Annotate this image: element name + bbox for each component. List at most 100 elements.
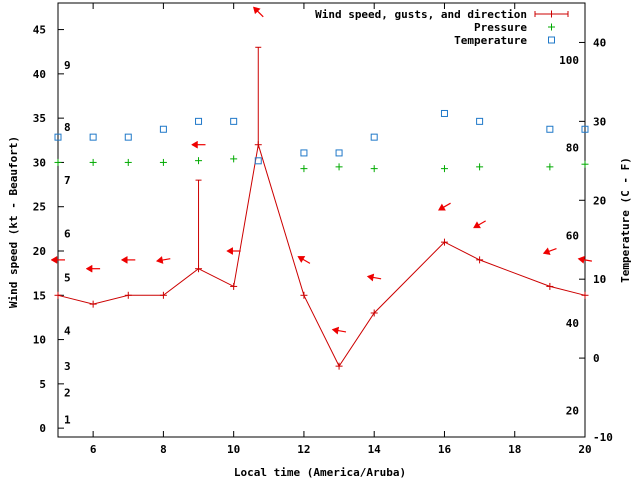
temperature-point: [476, 117, 484, 125]
beaufort-label: 2: [64, 387, 71, 400]
pressure-point: [440, 165, 448, 173]
y-tick-label: 25: [33, 201, 46, 214]
gust-bar: [255, 46, 262, 145]
wind-direction-arrow: [542, 247, 557, 255]
x-tick-label: 6: [90, 443, 97, 456]
y-tick-label: 15: [33, 289, 46, 302]
wind-speed-point: [581, 291, 589, 299]
beaufort-label: 4: [64, 325, 71, 338]
wind-speed-point: [54, 291, 62, 299]
legend-swatch-temperature: [548, 36, 555, 44]
wind-direction-arrow: [252, 6, 264, 18]
y2-tick-label: 20: [593, 194, 606, 207]
y2-tick-label: 40: [593, 36, 606, 49]
wind-speed-point: [546, 282, 554, 290]
wind-speed-point: [230, 282, 238, 290]
legend-swatch-pressure: [548, 23, 555, 31]
y2-tick-label: 10: [593, 273, 606, 286]
y-axis-title: Wind speed (kt - Beaufort): [7, 136, 20, 308]
wind-direction-arrow: [473, 220, 486, 229]
temperature-point: [581, 125, 589, 133]
temperature-point: [335, 149, 343, 157]
beaufort-label: 8: [64, 121, 71, 134]
beaufort-label: 6: [64, 227, 71, 240]
temperature-point: [195, 117, 203, 125]
wind-direction-arrow: [577, 255, 592, 264]
gust-bar: [195, 179, 202, 269]
fahrenheit-tick-label: 40: [566, 317, 579, 330]
temperature-point: [89, 133, 97, 141]
x-tick-label: 16: [438, 443, 452, 456]
pressure-point: [370, 165, 378, 173]
fahrenheit-tick-label: 80: [566, 142, 579, 155]
y2-axis-title: Temperature (C - F): [619, 157, 632, 283]
beaufort-label: 5: [64, 272, 71, 285]
y-tick-label: 30: [33, 156, 46, 169]
y-tick-label: 35: [33, 112, 46, 125]
wind-direction-arrow: [50, 255, 65, 264]
y-tick-label: 40: [33, 68, 46, 81]
pressure-point: [230, 155, 238, 163]
y-tick-label: 45: [33, 24, 46, 37]
axis-ticks: 6 8 10 12 14 16 18 20051015202530354045-1001020…: [33, 3, 613, 456]
pressure-point: [89, 158, 97, 166]
temperature-point: [159, 125, 167, 133]
wind-direction-arrow: [156, 256, 171, 264]
legend-label-pressure: Pressure: [474, 21, 527, 34]
y2-tick-label: 30: [593, 115, 606, 128]
wind-direction-arrow: [297, 256, 311, 264]
legend-label-temperature: Temperature: [454, 34, 527, 47]
wind-speed-point: [89, 300, 97, 308]
pressure-point: [335, 163, 343, 171]
wind-speed-point: [440, 238, 448, 246]
y2-tick-label: 0: [593, 352, 600, 365]
beaufort-label: 9: [64, 59, 71, 72]
wind-speed-point: [335, 362, 343, 370]
temperature-point: [124, 133, 132, 141]
wind-speed-point: [476, 256, 484, 264]
wind-direction-arrow: [438, 202, 451, 211]
wind-speed-point: [370, 309, 378, 317]
legend: Wind speed, gusts, and directionPressure…: [315, 8, 569, 47]
pressure-point: [124, 158, 132, 166]
wind-direction-arrow: [120, 255, 136, 264]
wind-direction-arrow: [191, 140, 206, 149]
x-tick-label: 14: [368, 443, 382, 456]
x-tick-label: 20: [578, 443, 591, 456]
pressure-point: [546, 163, 554, 171]
x-tick-label: 10: [227, 443, 240, 456]
legend-label-wind: Wind speed, gusts, and direction: [315, 8, 527, 21]
wind-direction-arrow: [331, 326, 347, 335]
wind-direction-arrow: [366, 273, 382, 282]
x-tick-label: 18: [508, 443, 521, 456]
beaufort-label: 7: [64, 174, 71, 187]
temperature-point: [254, 157, 262, 165]
beaufort-scale: 1 2 3 4 5 6 7 8 9: [64, 59, 71, 426]
x-tick-label: 8: [160, 443, 167, 456]
wind-direction-arrow: [85, 264, 101, 273]
wind-speed-line: [57, 144, 586, 368]
pressure-point: [54, 158, 62, 166]
wind-direction-arrow: [226, 247, 241, 255]
wind-speed-point: [124, 291, 132, 299]
y-tick-label: 20: [33, 245, 46, 258]
y-tick-label: 10: [33, 334, 46, 347]
wind-speed-point: [195, 265, 203, 273]
legend-swatch-wind: [534, 10, 569, 18]
x-tick-label: 12: [297, 443, 310, 456]
wind-speed-point: [300, 291, 308, 299]
beaufort-label: 3: [64, 360, 71, 373]
fahrenheit-tick-label: 60: [566, 229, 579, 242]
plot-frame: [57, 2, 586, 438]
fahrenheit-tick-label: 20: [566, 405, 579, 418]
y-tick-label: 5: [39, 378, 46, 391]
pressure-point: [300, 165, 308, 173]
pressure-point: [476, 163, 484, 171]
fahrenheit-tick-label: 100: [559, 54, 579, 67]
pressure-point: [159, 158, 167, 166]
beaufort-label: 1: [64, 413, 71, 426]
temperature-point: [440, 109, 448, 117]
wind-speed-point: [254, 141, 262, 149]
temperature-point: [546, 125, 554, 133]
